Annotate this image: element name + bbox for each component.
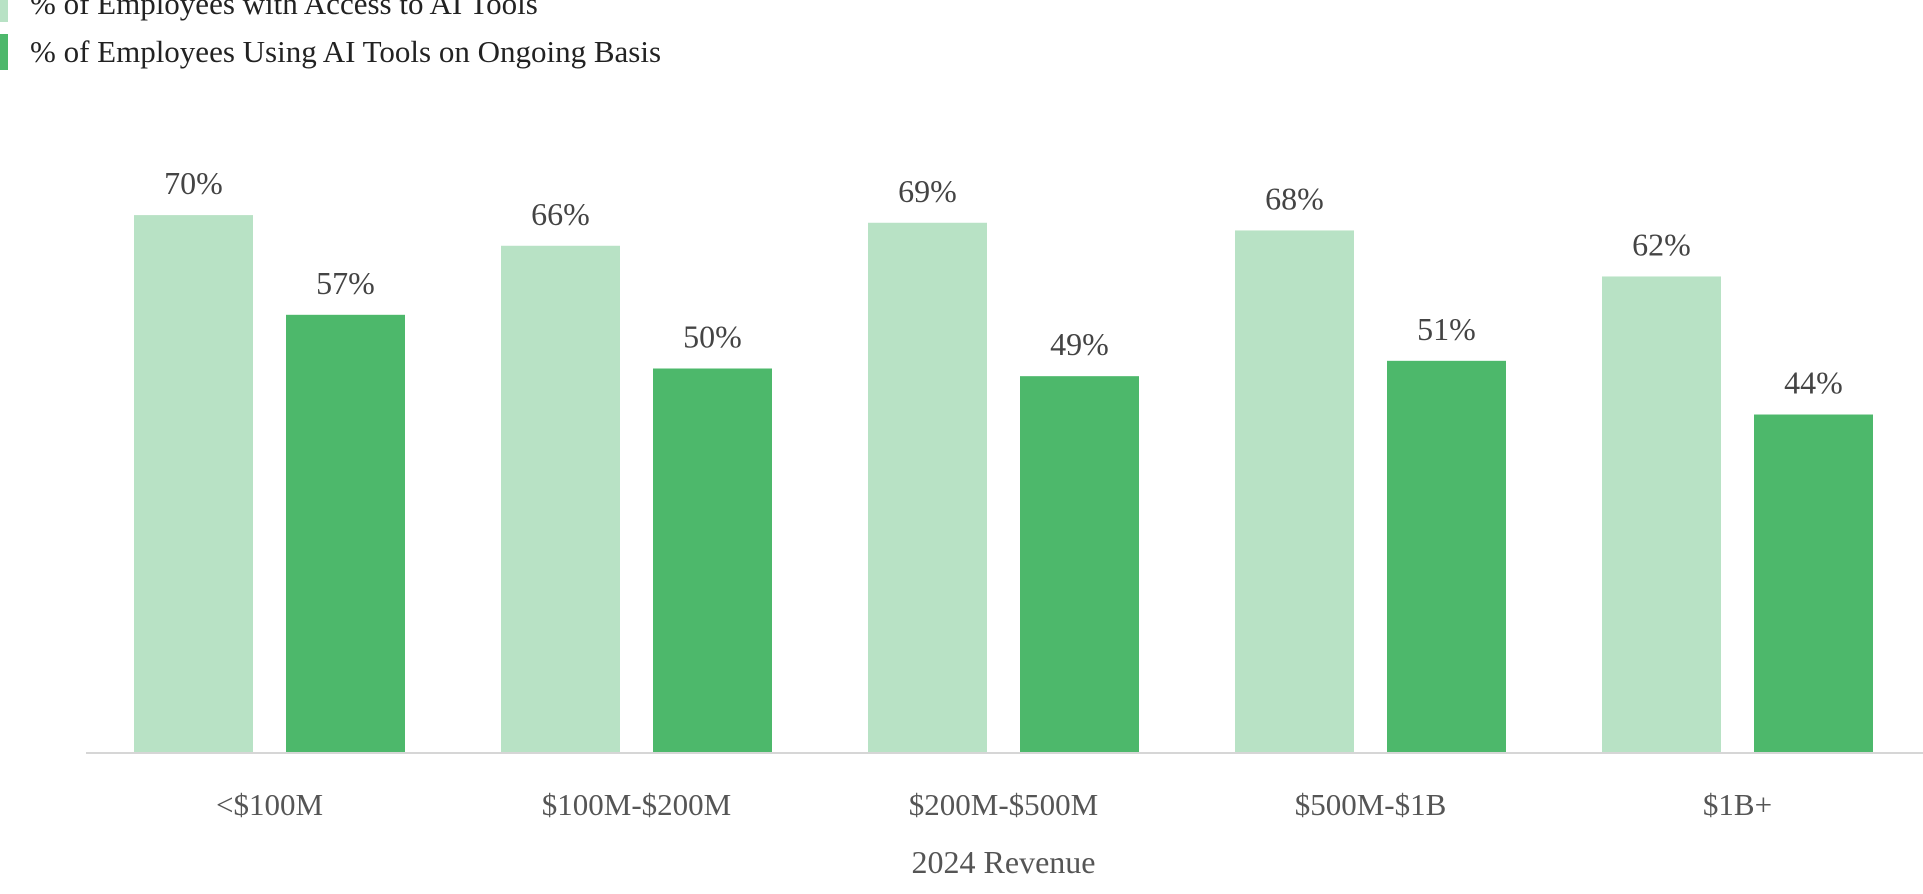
- legend-item-access: % of Employees with Access to AI Tools: [0, 0, 538, 24]
- legend-label-usage: % of Employees Using AI Tools on Ongoing…: [30, 34, 662, 69]
- data-label-usage-100m: 57%: [316, 265, 375, 301]
- x-tick-label-1b: $1B+: [1703, 787, 1772, 822]
- data-label-access-500m-1b: 68%: [1265, 180, 1324, 216]
- x-tick-label-500m-1b: $500M-$1B: [1295, 787, 1447, 822]
- data-label-access-100m: 70%: [164, 165, 223, 201]
- data-label-usage-200m-500m: 49%: [1050, 326, 1109, 362]
- data-label-access-200m-500m: 69%: [898, 173, 957, 209]
- x-tick-label-100m: <$100M: [216, 787, 323, 822]
- x-tick-label-200m-500m: $200M-$500M: [909, 787, 1098, 822]
- bar-usage-1b: [1754, 414, 1873, 752]
- bar-access-1b: [1602, 276, 1721, 752]
- data-label-access-100m-200m: 66%: [531, 196, 590, 232]
- x-axis-title: 2024 Revenue: [912, 844, 1096, 880]
- bar-usage-200m-500m: [1020, 376, 1139, 752]
- legend-swatch-usage: [0, 34, 8, 70]
- x-tick-label-100m-200m: $100M-$200M: [542, 787, 731, 822]
- bar-usage-500m-1b: [1387, 360, 1506, 752]
- data-label-access-1b: 62%: [1632, 226, 1691, 262]
- data-label-usage-100m-200m: 50%: [683, 319, 742, 355]
- chart-legend: % of Employees with Access to AI Tools %…: [0, 0, 900, 90]
- bar-labels-group: 70% 57% 66% 50% 69% 49% 68% 51% 62% 44%: [164, 165, 1843, 400]
- legend-swatch-access: [0, 0, 8, 22]
- data-label-usage-1b: 44%: [1784, 365, 1843, 401]
- data-label-usage-500m-1b: 51%: [1417, 311, 1476, 347]
- bar-access-100m-200m: [501, 245, 620, 752]
- bar-usage-100m: [286, 314, 405, 752]
- legend-item-usage: % of Employees Using AI Tools on Ongoing…: [0, 32, 661, 72]
- bar-access-200m-500m: [868, 222, 987, 752]
- bar-usage-100m-200m: [653, 368, 772, 752]
- bar-access-100m: [134, 215, 253, 753]
- bars-group: [134, 215, 1873, 753]
- legend-label-access: % of Employees with Access to AI Tools: [30, 0, 538, 21]
- bar-access-500m-1b: [1235, 230, 1354, 752]
- x-tick-labels-group: <$100M $100M-$200M $200M-$500M $500M-$1B $1B…: [216, 787, 1772, 822]
